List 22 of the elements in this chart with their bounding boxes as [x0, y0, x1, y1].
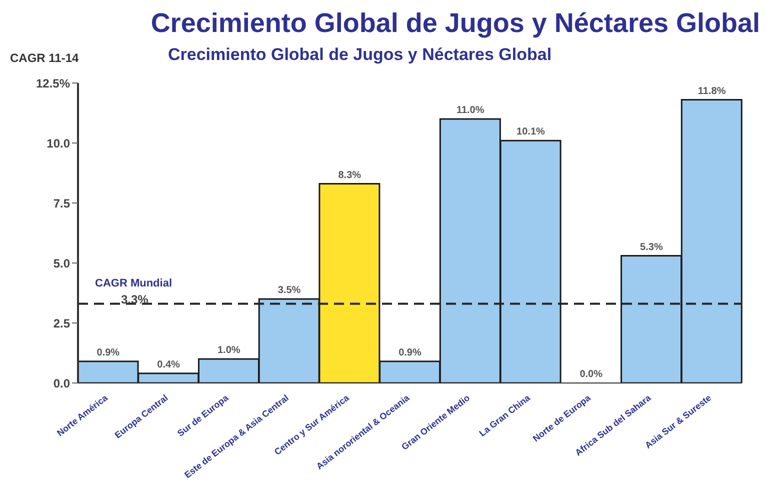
data-label: 0.4%: [157, 359, 180, 370]
y-tick-label: 10.0: [46, 136, 70, 150]
y-axis-title: CAGR 11-14: [10, 51, 79, 65]
data-label: 11.0%: [456, 105, 484, 116]
ref-line-label: CAGR Mundial: [95, 278, 172, 290]
chart-subtitle: Crecimiento Global de Jugos y Néctares Global: [168, 45, 552, 65]
chart-title: Crecimiento Global de Jugos y Néctares Global: [150, 8, 761, 39]
data-label: 0.9%: [398, 347, 422, 358]
y-tick-label: 12.5%: [36, 76, 70, 90]
data-label: 3.5%: [278, 285, 301, 296]
data-label: 1.0%: [218, 345, 240, 356]
y-tick-label: 0.0: [53, 376, 70, 390]
annotation: 3.3%: [121, 292, 149, 306]
data-label: 0.9%: [96, 347, 120, 358]
data-label: 0.0%: [580, 369, 603, 380]
y-tick-label: 2.5: [53, 316, 70, 330]
data-label: 5.3%: [640, 242, 663, 253]
y-tick-label: 7.5: [53, 196, 70, 210]
data-label: 8.3%: [338, 170, 362, 181]
data-label: 11.8%: [698, 86, 726, 97]
y-tick-label: 5.0: [53, 256, 70, 270]
data-label: 10.1%: [516, 126, 546, 138]
